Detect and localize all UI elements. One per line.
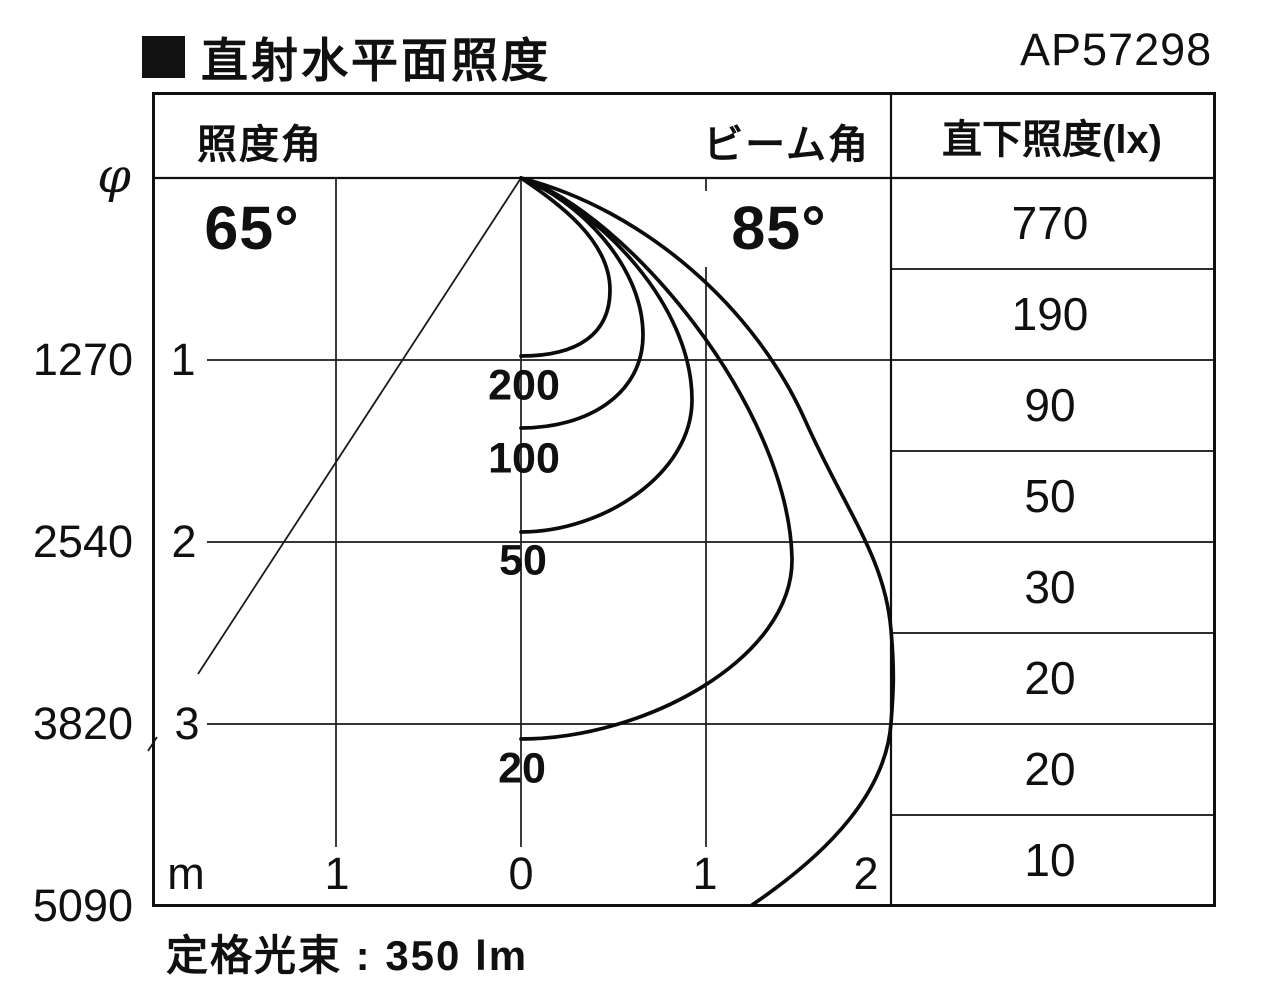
curve-label-200lx: 200 — [488, 361, 560, 410]
table-outer-frame — [152, 92, 1216, 907]
iso-lux-curve-10 — [519, 176, 896, 907]
x-tick-left-1: 1 — [324, 848, 350, 899]
diameter-label-2m: 2540 — [32, 516, 133, 567]
value-column-row-dividers — [891, 268, 1215, 816]
diameter-label-1m: 1270 — [32, 334, 133, 385]
distance-tick-1: 1 — [170, 334, 196, 385]
direct-illuminance-value-row5: 30 — [1024, 561, 1076, 613]
iso-lux-curve-200 — [519, 176, 612, 358]
page-title: 直射水平面照度 — [142, 22, 551, 91]
header-beam-angle: ビーム角 — [703, 123, 870, 167]
product-code: AP57298 — [1020, 24, 1213, 75]
beam-angle-value: 85° — [731, 194, 827, 262]
distance-tick-2: 2 — [171, 516, 197, 567]
direct-illuminance-value-row2: 190 — [1011, 288, 1089, 340]
iso-lux-curve-20 — [519, 176, 794, 741]
distance-tick-3: 3 — [174, 698, 200, 749]
x-tick-right-1: 1 — [692, 848, 718, 899]
direct-illuminance-value-row1: 770 — [1011, 197, 1089, 249]
curve-label-100lx: 100 — [488, 434, 560, 483]
direct-illuminance-value-row3: 90 — [1024, 379, 1076, 431]
header-direct-illuminance: 直下照度(lx) — [942, 118, 1162, 162]
direct-illuminance-value-row7: 20 — [1024, 743, 1076, 795]
curve-label-20lx: 20 — [498, 744, 546, 793]
iso-lux-curve-50 — [519, 176, 694, 534]
illuminance-angle-diagonal — [147, 177, 522, 752]
diameter-label-3m: 3820 — [32, 698, 133, 749]
title-square-marker-icon — [142, 35, 185, 78]
chart-gridlines — [207, 178, 891, 847]
illuminance-angle-value: 65° — [204, 194, 300, 262]
direct-illuminance-value-row4: 50 — [1024, 470, 1076, 522]
x-tick-0: 0 — [508, 848, 534, 899]
direct-illuminance-value-row8: 10 — [1024, 834, 1076, 886]
curve-label-50lx: 50 — [499, 536, 547, 585]
x-tick-right-2: 2 — [853, 848, 879, 899]
phi-diameter-symbol: φ — [97, 148, 131, 204]
rated-luminous-flux: 定格光束 : 350 lm — [166, 932, 529, 979]
diameter-label-4m: 5090 — [32, 880, 133, 931]
direct-illuminance-value-row6: 20 — [1024, 652, 1076, 704]
page-title-text: 直射水平面照度 — [201, 34, 551, 87]
x-axis-unit: m — [167, 848, 205, 899]
header-illuminance-angle: 照度角 — [197, 123, 323, 167]
